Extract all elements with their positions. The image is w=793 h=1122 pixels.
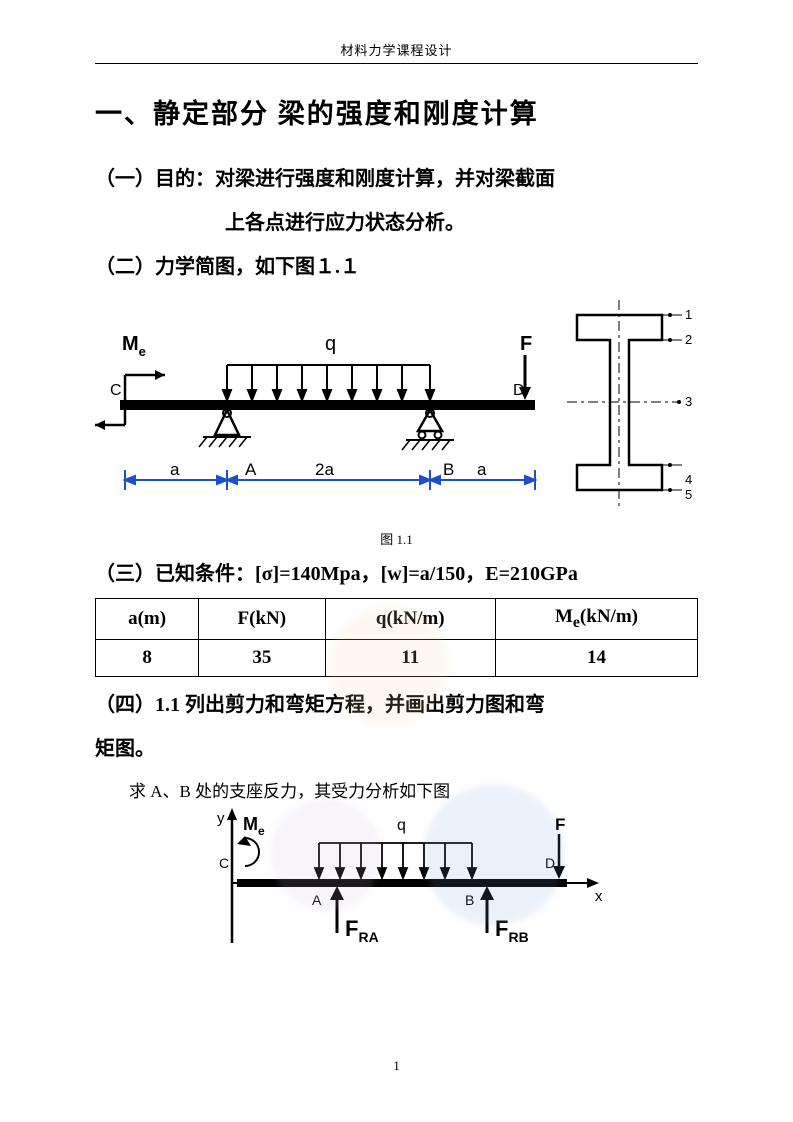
svg-text:F: F xyxy=(520,333,532,355)
svg-text:B: B xyxy=(465,892,474,908)
svg-text:2: 2 xyxy=(685,332,692,347)
th-a: a(m) xyxy=(96,599,199,640)
td-F: 35 xyxy=(199,639,325,676)
td-a: 8 xyxy=(96,639,199,676)
sec1-label: （一）目的： xyxy=(95,168,215,190)
th-Me: Me(kN/m) xyxy=(495,599,697,640)
sec4-line1: （四）1.1 列出剪力和弯矩方程，并画出剪力图和弯 xyxy=(95,685,698,725)
figure-1-1-caption: 图 1.1 xyxy=(95,529,698,548)
svg-text:a: a xyxy=(477,460,487,479)
sec4-line2: 矩图。 xyxy=(95,729,698,769)
page-number: 1 xyxy=(0,1058,793,1074)
svg-text:Me: Me xyxy=(122,333,146,359)
svg-text:C: C xyxy=(219,855,229,871)
section-title: 一、静定部分 梁的强度和刚度计算 xyxy=(95,92,698,131)
svg-text:q: q xyxy=(325,333,336,355)
sec1-line2: 上各点进行应力状态分析。 xyxy=(95,203,698,243)
th-q: q(kN/m) xyxy=(325,599,495,640)
svg-text:a: a xyxy=(170,460,180,479)
fbd-diagram: y x Me C q F xyxy=(187,808,607,958)
svg-text:FRB: FRB xyxy=(495,916,529,945)
svg-text:4: 4 xyxy=(685,472,692,487)
svg-text:FRA: FRA xyxy=(345,916,379,945)
sec1-text1: 对梁进行强度和刚度计算，并对梁截面 xyxy=(215,168,555,190)
sub4: 求 A、B 处的支座反力，其受力分析如下图 xyxy=(95,777,698,802)
sec2: （二）力学简图，如下图１.１ xyxy=(95,247,698,287)
sec1-line1: （一）目的：对梁进行强度和刚度计算，并对梁截面 xyxy=(95,159,698,199)
td-q: 11 xyxy=(325,639,495,676)
section-diagram: 1 2 3 4 5 xyxy=(567,295,697,525)
svg-text:Me: Me xyxy=(243,814,265,838)
beam-diagram: Me C q F xyxy=(95,295,555,515)
th-F: F(kN) xyxy=(199,599,325,640)
td-Me: 14 xyxy=(495,639,697,676)
svg-text:y: y xyxy=(217,810,225,827)
svg-text:B: B xyxy=(443,460,454,479)
svg-text:3: 3 xyxy=(685,394,692,409)
svg-text:D: D xyxy=(545,855,555,871)
svg-text:1: 1 xyxy=(685,307,692,322)
header-rule xyxy=(95,63,698,64)
svg-text:D: D xyxy=(513,382,525,399)
svg-text:A: A xyxy=(312,892,322,908)
page-header: 材料力学课程设计 xyxy=(95,40,698,59)
svg-text:q: q xyxy=(397,817,406,834)
sec3: （三）已知条件：[σ]=140Mpa，[w]=a/150，E=210GPa xyxy=(95,554,698,594)
svg-text:C: C xyxy=(110,382,122,399)
svg-text:2a: 2a xyxy=(315,460,334,479)
svg-text:5: 5 xyxy=(685,487,692,502)
data-table: a(m) F(kN) q(kN/m) Me(kN/m) 8 35 11 14 xyxy=(95,598,698,677)
svg-text:F: F xyxy=(555,815,565,834)
svg-text:x: x xyxy=(595,888,603,905)
figure-1-1: Me C q F xyxy=(95,295,698,525)
svg-text:A: A xyxy=(245,460,257,479)
